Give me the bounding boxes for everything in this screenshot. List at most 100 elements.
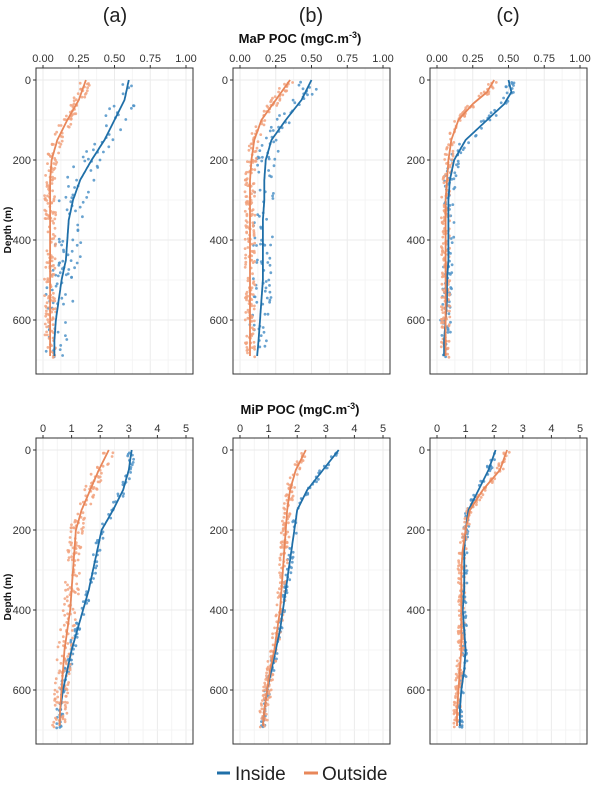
point-outside bbox=[44, 217, 48, 221]
point-outside bbox=[53, 217, 57, 221]
point-outside bbox=[52, 273, 56, 276]
point-outside bbox=[246, 160, 249, 164]
point-inside bbox=[460, 714, 464, 718]
point-outside bbox=[285, 541, 289, 545]
x-tick-label: 2 bbox=[294, 423, 300, 435]
point-inside bbox=[44, 349, 48, 353]
panel-MiP-c: 0 1 2 3 4 5 0 200 400 600 bbox=[407, 423, 588, 745]
point-outside bbox=[53, 226, 57, 230]
point-outside bbox=[482, 90, 486, 94]
point-outside bbox=[96, 465, 99, 469]
point-inside bbox=[107, 145, 111, 149]
point-outside bbox=[52, 143, 55, 146]
point-inside bbox=[87, 190, 90, 194]
point-inside bbox=[465, 571, 468, 575]
point-outside bbox=[66, 583, 69, 587]
point-inside bbox=[450, 263, 454, 267]
point-outside bbox=[255, 146, 259, 150]
point-outside bbox=[53, 177, 57, 180]
point-outside bbox=[52, 197, 56, 201]
point-outside bbox=[246, 351, 249, 355]
point-inside bbox=[122, 492, 125, 496]
point-inside bbox=[55, 707, 59, 711]
point-inside bbox=[314, 87, 318, 91]
point-inside bbox=[275, 117, 279, 121]
point-outside bbox=[283, 82, 286, 86]
point-outside bbox=[62, 640, 66, 643]
point-inside bbox=[440, 334, 444, 337]
line-inside bbox=[256, 79, 313, 357]
point-outside bbox=[98, 475, 102, 479]
point-outside bbox=[490, 481, 494, 484]
point-inside bbox=[452, 221, 456, 224]
point-inside bbox=[121, 83, 125, 86]
point-inside bbox=[87, 157, 90, 161]
point-inside bbox=[465, 581, 469, 585]
point-outside bbox=[244, 292, 248, 296]
point-inside bbox=[293, 101, 297, 105]
point-inside bbox=[62, 250, 66, 254]
point-outside bbox=[252, 249, 256, 253]
point-inside bbox=[78, 205, 82, 209]
point-outside bbox=[454, 694, 457, 698]
point-outside bbox=[252, 340, 256, 344]
point-outside bbox=[440, 282, 444, 286]
point-outside bbox=[46, 194, 49, 198]
point-outside bbox=[262, 685, 266, 689]
point-inside bbox=[257, 156, 261, 160]
point-inside bbox=[272, 164, 276, 168]
point-outside bbox=[457, 641, 461, 644]
point-inside bbox=[101, 522, 104, 526]
point-inside bbox=[81, 215, 84, 219]
point-outside bbox=[475, 503, 478, 507]
point-inside bbox=[447, 312, 451, 316]
point-outside bbox=[260, 704, 263, 707]
panel-MaP-c: 0.00 0.25 0.50 0.75 1.00 0 200 400 600 bbox=[407, 53, 591, 375]
point-outside bbox=[455, 659, 459, 663]
point-outside bbox=[43, 333, 47, 337]
point-inside bbox=[269, 243, 272, 247]
point-outside bbox=[448, 163, 452, 167]
point-outside bbox=[457, 571, 461, 575]
point-outside bbox=[51, 296, 55, 299]
point-inside bbox=[66, 253, 70, 257]
point-outside bbox=[259, 133, 263, 137]
point-outside bbox=[439, 345, 443, 349]
plot-frame bbox=[429, 437, 588, 745]
point-outside bbox=[269, 688, 273, 692]
point-outside bbox=[269, 655, 273, 658]
point-inside bbox=[460, 710, 464, 714]
point-inside bbox=[69, 259, 73, 262]
point-inside bbox=[76, 229, 80, 233]
point-outside bbox=[253, 304, 256, 308]
y-tick-label: 200 bbox=[13, 155, 31, 167]
line-outside bbox=[262, 449, 307, 727]
point-outside bbox=[462, 527, 466, 530]
point-outside bbox=[53, 699, 56, 702]
point-outside bbox=[281, 543, 284, 547]
point-outside bbox=[453, 120, 456, 123]
point-outside bbox=[45, 325, 49, 329]
point-outside bbox=[53, 266, 57, 270]
y-tick-label: 400 bbox=[407, 605, 425, 617]
y-tick-label: 400 bbox=[407, 235, 425, 247]
point-outside bbox=[448, 279, 452, 283]
point-inside bbox=[45, 286, 49, 290]
point-inside bbox=[460, 725, 464, 728]
point-outside bbox=[62, 623, 66, 627]
point-outside bbox=[75, 582, 79, 586]
point-outside bbox=[250, 326, 254, 330]
point-outside bbox=[458, 614, 461, 617]
point-inside bbox=[268, 263, 272, 267]
point-outside bbox=[444, 172, 448, 176]
point-outside bbox=[52, 162, 56, 165]
point-outside bbox=[253, 213, 257, 217]
point-inside bbox=[95, 164, 99, 168]
point-outside bbox=[253, 241, 257, 245]
point-outside bbox=[245, 295, 248, 298]
point-outside bbox=[301, 459, 305, 462]
point-outside bbox=[246, 276, 250, 280]
point-outside bbox=[67, 556, 71, 559]
point-inside bbox=[104, 114, 108, 117]
point-outside bbox=[440, 308, 444, 312]
